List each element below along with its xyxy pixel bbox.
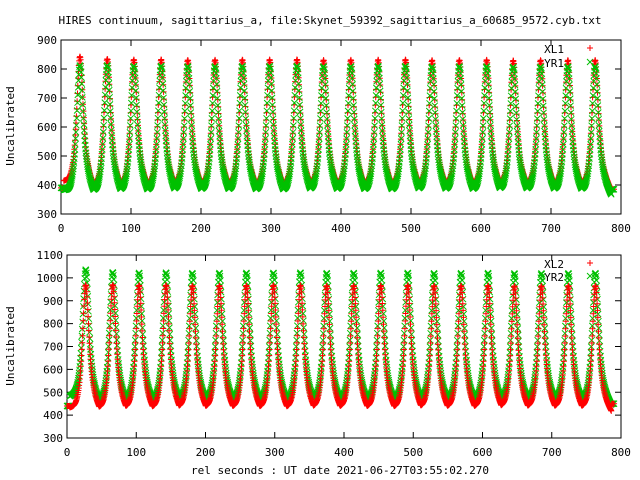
- y-tick-label: 900: [43, 295, 63, 308]
- x-tick-label: 100: [121, 222, 141, 235]
- x-axis-label: rel seconds : UT date 2021-06-27T03:55:0…: [191, 464, 489, 477]
- legend-bottom: XL2 YR2: [544, 258, 564, 284]
- y-tick-label: 900: [37, 34, 57, 47]
- y-tick-label: 300: [43, 432, 63, 445]
- y-tick-label: 800: [43, 318, 63, 331]
- y-tick-label: 600: [37, 121, 57, 134]
- panel-top: Uncalibrated XL1 YR1 0 100 200 300 400 500 600…: [4, 34, 631, 235]
- x-tick-label: 600: [473, 446, 493, 459]
- panel-bottom: Uncalibrated XL2 YR2 0 100 200 300 400 500 600…: [4, 249, 631, 459]
- legend-marker-xl2: [587, 260, 593, 266]
- y-axis-label-bottom: Uncalibrated: [4, 306, 17, 385]
- x-tick-label: 300: [261, 222, 281, 235]
- legend-label-xl1: XL1: [544, 43, 564, 56]
- y-tick-label: 300: [37, 208, 57, 221]
- x-tick-label: 700: [542, 446, 562, 459]
- series-points-yr1: [57, 62, 618, 198]
- legend-label-xl2: XL2: [544, 258, 564, 271]
- y-tick-label: 400: [43, 409, 63, 422]
- legend-label-yr1: YR1: [544, 57, 564, 70]
- y-tick-label: 800: [37, 63, 57, 76]
- x-tick-label: 100: [126, 446, 146, 459]
- x-tick-label: 0: [64, 446, 71, 459]
- x-tick-label: 500: [401, 222, 421, 235]
- x-tick-label: 400: [331, 222, 351, 235]
- y-tick-label: 500: [37, 150, 57, 163]
- x-tick-label: 400: [334, 446, 354, 459]
- legend-marker-yr2: [586, 272, 594, 280]
- y-tick-label: 1000: [37, 272, 64, 285]
- y-tick-label: 1100: [37, 249, 64, 262]
- x-tick-label: 500: [403, 446, 423, 459]
- x-tick-label: 300: [265, 446, 285, 459]
- legend-top: XL1 YR1: [544, 43, 564, 70]
- legend-label-yr2: YR2: [544, 271, 564, 284]
- y-tick-label: 400: [37, 179, 57, 192]
- x-tick-label: 200: [196, 446, 216, 459]
- x-tick-label: 800: [611, 222, 631, 235]
- y-tick-label: 700: [37, 92, 57, 105]
- y-tick-label: 500: [43, 386, 63, 399]
- y-tick-label: 600: [43, 363, 63, 376]
- legend-marker-xl1: [587, 45, 593, 51]
- x-tick-label: 0: [58, 222, 65, 235]
- x-tick-label: 200: [191, 222, 211, 235]
- x-tick-label: 800: [611, 446, 631, 459]
- x-tick-label: 600: [471, 222, 491, 235]
- series-points-xl2: [64, 281, 618, 414]
- y-axis-label-top: Uncalibrated: [4, 86, 17, 165]
- chart-title: HIRES continuum, sagittarius_a, file:Sky…: [58, 14, 601, 27]
- x-tick-label: 700: [541, 222, 561, 235]
- y-tick-label: 700: [43, 341, 63, 354]
